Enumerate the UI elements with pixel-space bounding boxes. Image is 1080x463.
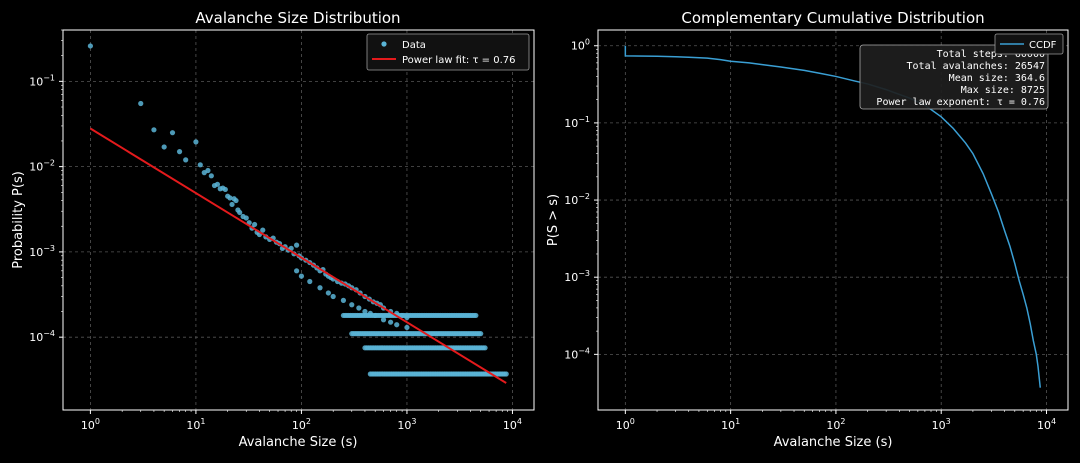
left-band-series [340,312,509,377]
y-tick-exponent: −3 [43,244,55,253]
data-point [205,167,211,174]
left-legend: Data Power law fit: τ = 0.76 [366,33,530,71]
stats-max-size: Max size: 8725 [961,85,1045,96]
stats-mean-size: Mean size: 364.6 [949,73,1045,84]
left-legend-box [366,33,530,71]
left-y-axis-label: Probability P(s) [11,171,26,269]
left-chart-title: Avalanche Size Distribution [195,9,400,27]
data-point [294,268,300,274]
left-legend-data-label: Data [402,40,426,51]
data-point [151,127,157,133]
data-point [380,317,387,323]
right-axes-frame [597,29,1069,411]
y-tick-exponent: −1 [578,115,590,124]
x-tick-exponent: 0 [630,417,635,426]
data-point [252,221,258,228]
x-tick-exponent: 0 [95,417,100,426]
stats-power-law-exponent: Power law exponent: τ = 0.76 [876,97,1045,108]
x-tick-exponent: 1 [735,417,740,426]
x-tick-exponent: 4 [517,417,522,426]
data-point [372,312,378,319]
power-law-fit-line [89,127,507,384]
stats-total-steps: Total steps: 60000 [937,49,1045,60]
right-stats-box: Total steps: 60000 Total avalanches: 265… [859,44,1049,110]
data-point [325,290,331,296]
data-point [404,324,410,331]
data-point [233,197,239,204]
data-point [222,186,228,193]
left-grid [63,30,534,410]
right-stats-box-background [859,44,1049,110]
data-point [183,157,189,163]
right-x-axis-label: Avalanche Size (s) [774,435,893,450]
data-point [362,308,368,315]
data-point [394,322,400,328]
data-point [193,139,199,145]
data-point [208,173,214,179]
left-fit-line [89,127,507,384]
panel-avalanche-size-distribution: Avalanche Size Distribution 100 101 102 103… [11,9,535,450]
x-tick-exponent: 2 [840,417,845,426]
data-point [340,297,347,303]
data-point [161,144,167,150]
y-tick-exponent: −1 [43,73,55,82]
y-tick-exponent: 0 [585,38,590,47]
right-legend-ccdf-label: CCDF [1029,40,1057,51]
right-y-axis-label: P(S > s) [546,194,561,246]
y-tick-exponent: −4 [43,329,55,338]
data-point [229,201,235,208]
left-x-axis-label: Avalanche Size (s) [239,435,358,450]
data-point [482,345,488,351]
data-point [227,195,233,201]
data-point [294,242,300,248]
y-tick-exponent: −2 [578,192,590,201]
x-tick-exponent: 1 [200,417,205,426]
data-point [478,331,484,337]
data-point [298,273,305,279]
data-point [473,312,479,319]
data-point [503,371,509,377]
y-tick-exponent: −2 [43,159,55,168]
data-point [214,181,221,187]
data-point [404,314,410,321]
y-tick-exponent: −3 [578,269,590,278]
stats-total-avalanches: Total avalanches: 26547 [907,61,1045,72]
x-tick-exponent: 3 [411,417,416,426]
data-point [356,305,362,311]
left-axes-frame [62,29,535,411]
data-point [176,149,183,155]
panel-complementary-cumulative-distribution: Complementary Cumulative Distribution 1 0… [546,9,1069,450]
data-point [307,278,313,285]
x-tick-exponent: 3 [946,417,951,426]
data-point [388,319,394,325]
x-tick-exponent: 4 [1051,417,1056,426]
data-point [243,215,249,221]
left-legend-fit-label: Power law fit: τ = 0.76 [402,55,515,66]
y-tick-exponent: −4 [578,346,590,355]
data-point [399,312,405,319]
data-point [330,293,336,300]
data-point [349,302,355,308]
data-point [87,43,93,49]
data-point [367,310,373,317]
data-point [138,100,144,107]
right-chart-title: Complementary Cumulative Distribution [681,9,984,27]
data-point [317,285,323,291]
left-y-ticks: 10−110−210−310−4 [29,29,63,344]
right-legend-box [994,33,1064,55]
data-point [237,209,243,216]
x-tick-exponent: 2 [306,417,311,426]
right-legend: CCDF [994,33,1064,55]
data-point [197,162,203,168]
data-point [260,227,266,233]
data-point [169,130,176,136]
left-legend-data-marker [381,41,387,47]
